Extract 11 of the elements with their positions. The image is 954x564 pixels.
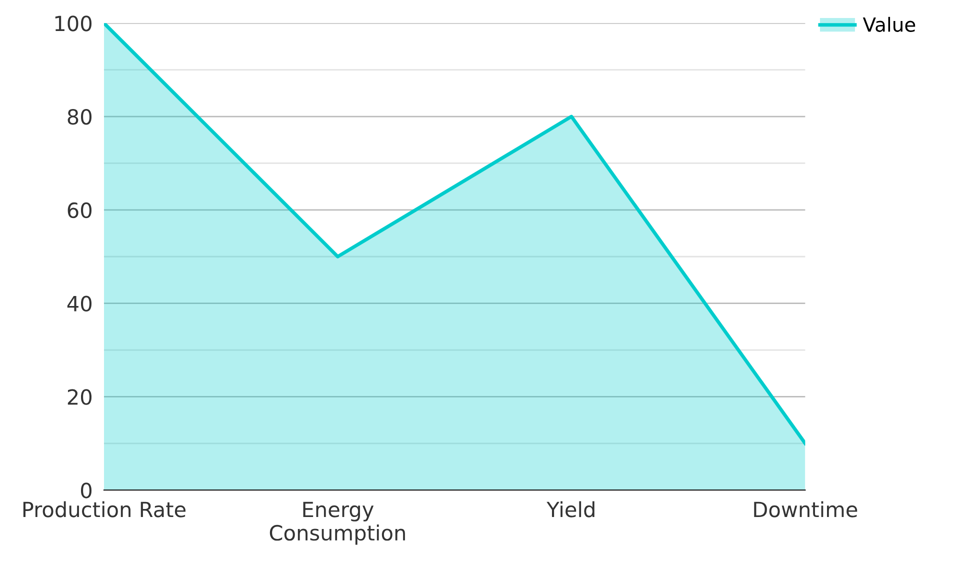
y-tick-label: 40 bbox=[67, 296, 92, 312]
x-tick-label: Production Rate bbox=[23, 501, 186, 518]
y-tick-label: 80 bbox=[68, 108, 92, 125]
y-tick-label: 100 bbox=[55, 16, 92, 32]
x-tick-label: Downtime bbox=[754, 501, 858, 518]
x-tick-label: Yield bbox=[546, 501, 594, 518]
legend-label: Value bbox=[862, 16, 916, 32]
x-tick-label: Energy Consumption bbox=[270, 502, 405, 545]
y-tick-label: 60 bbox=[68, 202, 92, 218]
y-tick-label: 20 bbox=[68, 389, 92, 405]
y-tick-label: 0 bbox=[80, 482, 92, 498]
